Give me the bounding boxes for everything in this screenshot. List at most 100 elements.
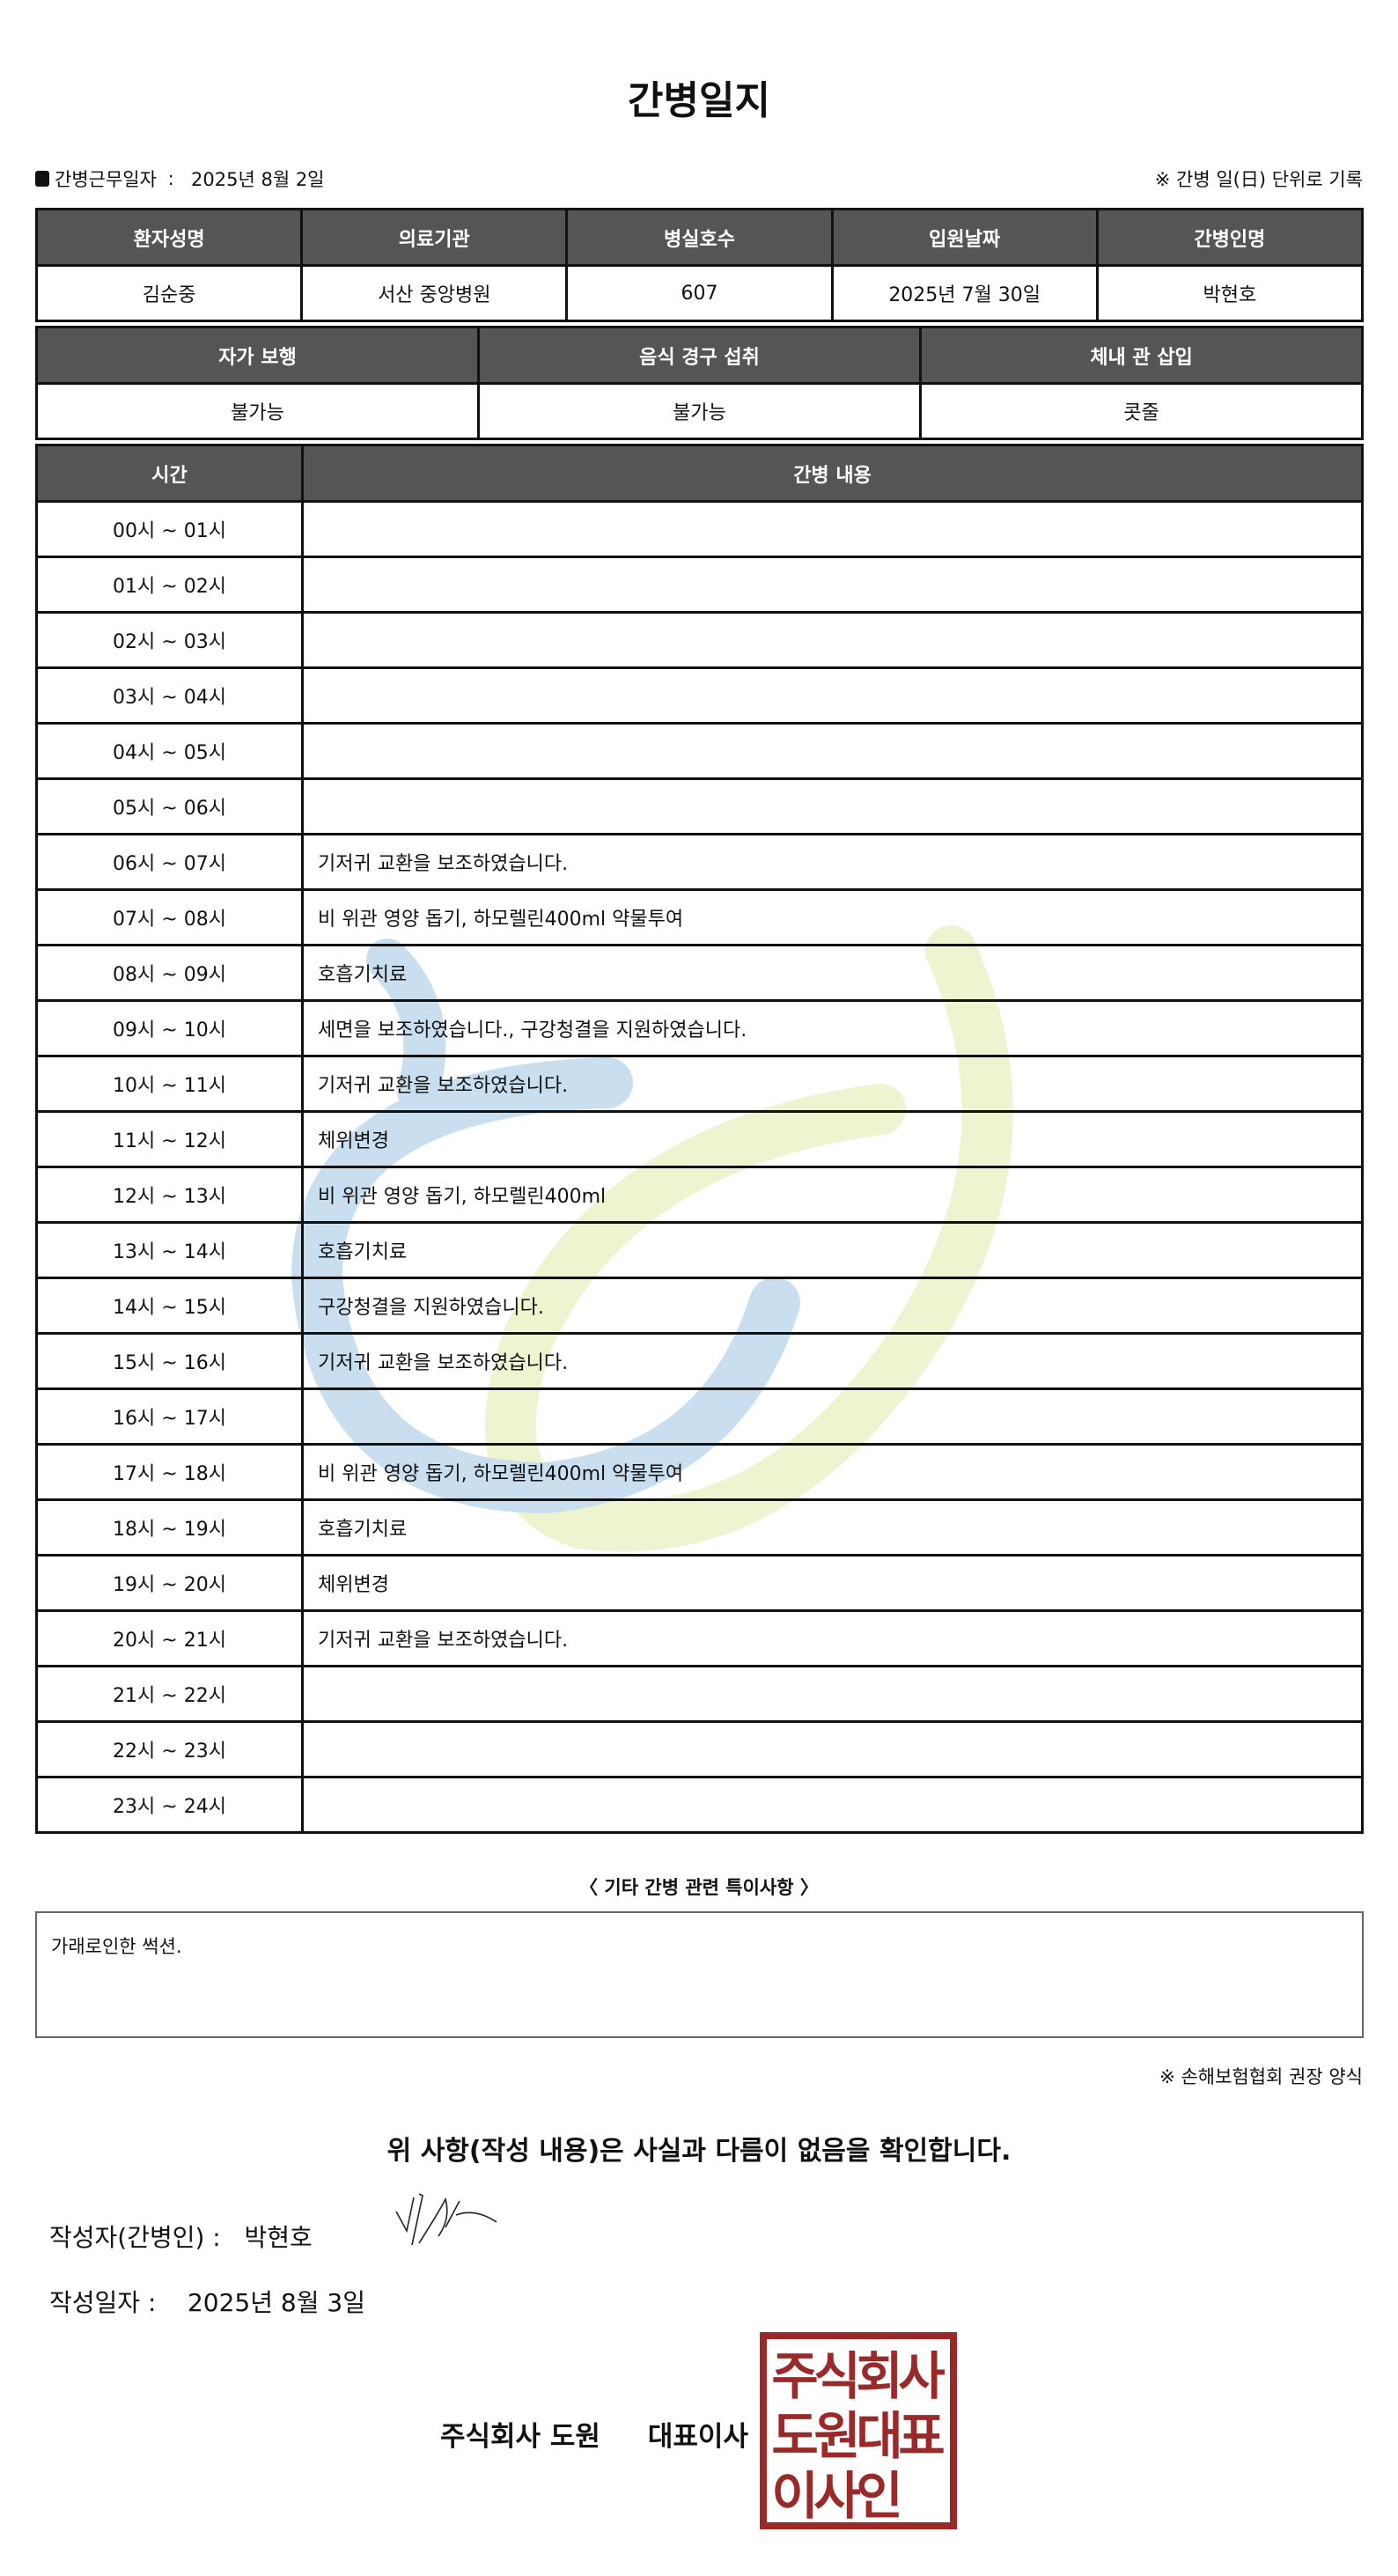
time-cell: 04시 ~ 05시 (35, 722, 304, 780)
time-cell: 16시 ~ 17시 (35, 1387, 304, 1446)
content-cell[interactable]: 호흡기치료 (301, 1221, 1364, 1279)
tube-status: 콧줄 (919, 382, 1364, 440)
table-row: 08시 ~ 09시 호흡기치료 (35, 944, 1364, 1002)
bullet-square-icon (35, 171, 49, 187)
content-cell[interactable] (301, 611, 1364, 669)
table-row: 16시 ~ 17시 (35, 1387, 1364, 1446)
stamp-char: 사 (898, 2346, 945, 2406)
content-cell[interactable] (301, 1387, 1364, 1446)
header-cell: 체내 관 삽입 (919, 326, 1364, 385)
time-cell: 14시 ~ 15시 (35, 1277, 304, 1335)
notes-title: 〈 기타 간병 관련 특이사항 〉 (579, 1877, 819, 1898)
table-row: 09시 ~ 10시 세면을 보조하였습니다., 구강청결을 지원하였습니다. (35, 999, 1364, 1057)
header-cell: 간병인명 (1095, 208, 1365, 267)
content-cell[interactable]: 체위변경 (301, 1110, 1364, 1168)
header-cell: 병실호수 (565, 208, 834, 267)
time-cell: 19시 ~ 20시 (35, 1554, 304, 1612)
patient-status-table: 자가 보행 음식 경구 섭취 체내 관 삽입 불가능 불가능 콧줄 (35, 326, 1364, 440)
stamp-char: 사 (813, 2466, 860, 2526)
content-cell[interactable] (301, 556, 1364, 614)
writer-name: 박현호 (244, 2223, 313, 2252)
content-cell[interactable]: 체위변경 (301, 1554, 1364, 1612)
table-row: 12시 ~ 13시 비 위관 영양 돕기, 하모렐린400ml (35, 1166, 1364, 1224)
table-row: 07시 ~ 08시 비 위관 영양 돕기, 하모렐린400ml 약물투여 (35, 888, 1364, 946)
time-cell: 06시 ~ 07시 (35, 833, 304, 891)
writer-label: 작성자(간병인) : (49, 2223, 221, 2252)
content-cell[interactable]: 기저귀 교환을 보조하였습니다. (301, 833, 1364, 891)
time-cell: 09시 ~ 10시 (35, 999, 304, 1057)
content-cell[interactable]: 호흡기치료 (301, 1498, 1364, 1557)
write-date-value: 2025년 8월 3일 (187, 2288, 365, 2317)
time-cell: 22시 ~ 23시 (35, 1720, 304, 1778)
content-cell[interactable]: 기저귀 교환을 보조하였습니다. (301, 1609, 1364, 1667)
header-cell: 음식 경구 섭취 (477, 326, 922, 385)
association-note: ※ 손해보험협회 권장 양식 (1159, 2066, 1363, 2087)
time-cell: 00시 ~ 01시 (35, 500, 304, 558)
table-row: 01시 ~ 02시 (35, 556, 1364, 614)
time-cell: 02시 ~ 03시 (35, 611, 304, 669)
table-row: 23시 ~ 24시 (35, 1776, 1364, 1834)
table-row: 02시 ~ 03시 (35, 611, 1364, 669)
time-cell: 23시 ~ 24시 (35, 1776, 304, 1834)
content-cell[interactable]: 비 위관 영양 돕기, 하모렐린400ml 약물투여 (301, 1443, 1364, 1501)
hospital: 서산 중앙병원 (300, 264, 569, 322)
table-row: 00시 ~ 01시 (35, 500, 1364, 558)
table-row: 17시 ~ 18시 비 위관 영양 돕기, 하모렐린400ml 약물투여 (35, 1443, 1364, 1501)
stamp-char: 주 (771, 2346, 818, 2406)
content-cell[interactable] (301, 722, 1364, 780)
header-cell: 입원날짜 (830, 208, 1099, 267)
signature (395, 2193, 497, 2246)
stamp-char: 표 (898, 2406, 945, 2466)
stamp-char: 인 (856, 2466, 902, 2526)
ceo-title: 대표이사 (647, 2421, 748, 2453)
company-line: 주식회사 도원 대표이사 (440, 2414, 748, 2454)
time-cell: 10시 ~ 11시 (35, 1055, 304, 1113)
table-row: 10시 ~ 11시 기저귀 교환을 보조하였습니다. (35, 1055, 1364, 1113)
content-cell[interactable] (301, 777, 1364, 835)
content-cell[interactable] (301, 1720, 1364, 1778)
work-date: 간병근무일자 : 2025년 8월 2일 (35, 166, 325, 192)
patient-name: 김순중 (34, 264, 304, 322)
time-cell: 11시 ~ 12시 (35, 1110, 304, 1168)
care-log-table: 시간 간병 내용 00시 ~ 01시 01시 ~ 02시 02시 ~ 03시 03시 ~… (35, 444, 1364, 1834)
table-row: 05시 ~ 06시 (35, 777, 1364, 835)
content-cell[interactable] (301, 666, 1364, 725)
work-date-value: 2025년 8월 2일 (191, 169, 325, 190)
time-cell: 20시 ~ 21시 (35, 1609, 304, 1667)
walking-status: 불가능 (35, 382, 480, 440)
stamp-char: 식 (813, 2346, 860, 2406)
content-cell[interactable]: 비 위관 영양 돕기, 하모렐린400ml 약물투여 (301, 888, 1364, 946)
content-cell[interactable]: 기저귀 교환을 보조하였습니다. (301, 1332, 1364, 1390)
content-cell[interactable]: 기저귀 교환을 보조하였습니다. (301, 1055, 1364, 1113)
writer-line: 작성자(간병인) : 박현호 (49, 2219, 313, 2254)
oral-intake-status: 불가능 (477, 382, 922, 440)
notes-box: 가래로인한 썩션. (35, 1911, 1364, 2038)
content-cell[interactable] (301, 1665, 1364, 1723)
table-row: 19시 ~ 20시 체위변경 (35, 1554, 1364, 1612)
header-time: 시간 (35, 444, 304, 503)
time-cell: 15시 ~ 16시 (35, 1332, 304, 1390)
table-row: 06시 ~ 07시 기저귀 교환을 보조하였습니다. (35, 833, 1364, 891)
time-cell: 12시 ~ 13시 (35, 1166, 304, 1224)
content-cell[interactable] (301, 1776, 1364, 1834)
header-cell: 의료기관 (300, 208, 569, 267)
stamp-char: 도 (771, 2406, 818, 2466)
time-cell: 17시 ~ 18시 (35, 1443, 304, 1501)
patient-info-table: 환자성명 의료기관 병실호수 입원날짜 간병인명 김순중 서산 중앙병원 607 2025년 … (34, 208, 1365, 322)
stamp-char: 이 (771, 2466, 818, 2526)
content-cell[interactable]: 비 위관 영양 돕기, 하모렐린400ml (301, 1166, 1364, 1224)
time-cell: 03시 ~ 04시 (35, 666, 304, 725)
content-cell[interactable]: 세면을 보조하였습니다., 구강청결을 지원하였습니다. (301, 999, 1364, 1057)
write-date-line: 작성일자 : 2025년 8월 3일 (49, 2284, 365, 2319)
content-cell[interactable]: 구강청결을 지원하였습니다. (301, 1277, 1364, 1335)
work-date-label: 간병근무일자 (55, 169, 157, 190)
company-name: 주식회사 도원 (440, 2421, 600, 2453)
table-row: 03시 ~ 04시 (35, 666, 1364, 725)
content-cell[interactable]: 호흡기치료 (301, 944, 1364, 1002)
admission-date: 2025년 7월 30일 (830, 264, 1099, 322)
stamp-char: 회 (856, 2346, 902, 2406)
table-row: 04시 ~ 05시 (35, 722, 1364, 780)
content-cell[interactable] (301, 500, 1364, 558)
room-number: 607 (565, 264, 834, 322)
